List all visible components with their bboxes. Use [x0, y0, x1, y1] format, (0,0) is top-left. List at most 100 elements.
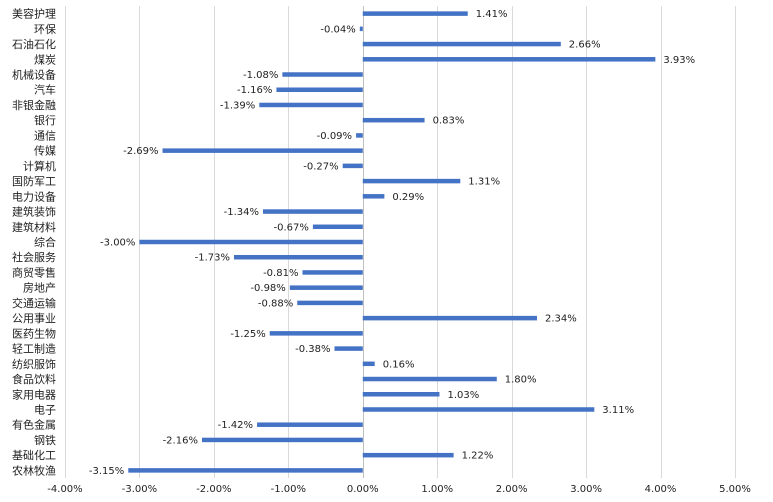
category-label: 公用事业	[12, 312, 56, 325]
category-label: 建筑材料	[12, 220, 56, 234]
bar	[362, 361, 375, 367]
value-label: -3.00%	[100, 238, 135, 249]
bar	[257, 422, 363, 427]
bar	[334, 346, 363, 351]
bar	[362, 392, 440, 397]
value-label: -1.42%	[218, 420, 253, 431]
x-tick-label: -3.00%	[122, 484, 157, 495]
value-label: 1.80%	[505, 375, 537, 386]
bar	[289, 285, 363, 290]
category-label: 纺织服饰	[12, 357, 56, 371]
category-label: 医药生物	[12, 326, 56, 340]
value-label: 3.93%	[663, 55, 695, 66]
bars	[128, 11, 656, 473]
value-label: -3.15%	[89, 466, 124, 477]
bar	[362, 407, 595, 412]
value-label: -0.04%	[320, 24, 355, 35]
category-label: 计算机	[23, 159, 56, 173]
value-label: 0.16%	[383, 359, 415, 370]
bar	[282, 72, 363, 77]
bar	[362, 117, 425, 123]
category-labels: 美容护理环保石油石化煤炭机械设备汽车非银金融银行通信传媒计算机国防军工电力设备建…	[12, 7, 56, 478]
value-label: 1.41%	[476, 9, 508, 20]
bar	[276, 87, 363, 92]
bar	[362, 194, 385, 199]
category-label: 环保	[34, 22, 56, 36]
category-label: 钢铁	[34, 434, 56, 447]
x-tick-label: 0.00%	[347, 484, 379, 495]
category-label: 房地产	[23, 281, 56, 295]
x-tick-label: -1.00%	[271, 484, 306, 495]
category-label: 国防军工	[12, 174, 56, 188]
bar	[201, 437, 363, 443]
value-labels: 1.41% -0.04% 2.66% 3.93% -1.08% -1.16% -1.39% 0…	[89, 9, 695, 477]
category-label: 交通运输	[12, 296, 56, 310]
bar	[162, 148, 363, 153]
bar	[362, 57, 656, 62]
value-label: 3.11%	[602, 405, 634, 416]
bar	[362, 11, 468, 16]
category-label: 银行	[34, 113, 56, 127]
bar	[359, 26, 363, 32]
bar	[342, 163, 363, 169]
bar	[362, 178, 461, 184]
value-label: -2.16%	[163, 435, 198, 446]
bar	[128, 468, 363, 473]
category-label: 机械设备	[12, 68, 56, 82]
bar	[362, 315, 537, 321]
category-label: 煤炭	[34, 53, 56, 66]
category-label: 家用电器	[12, 387, 56, 401]
x-tick-label: -2.00%	[196, 484, 231, 495]
bar	[139, 239, 363, 245]
category-label: 石油石化	[12, 37, 56, 51]
value-label: 1.31%	[468, 177, 500, 188]
value-label: -1.25%	[230, 329, 265, 340]
category-label: 综合	[34, 235, 56, 249]
bar	[263, 209, 363, 214]
value-label: -0.81%	[263, 268, 298, 279]
category-label: 有色金属	[12, 418, 56, 432]
bar	[362, 452, 454, 458]
value-label: -1.16%	[237, 85, 272, 96]
bar	[269, 331, 363, 336]
value-label: -0.67%	[274, 222, 309, 233]
value-label: -0.38%	[295, 344, 330, 355]
gridlines	[65, 6, 736, 478]
x-tick-label: 3.00%	[570, 484, 602, 495]
x-tick-label: 4.00%	[645, 484, 677, 495]
bar	[297, 300, 363, 306]
value-label: 2.34%	[545, 314, 577, 325]
x-tick-label: -4.00%	[47, 484, 82, 495]
value-label: -0.09%	[317, 131, 352, 142]
category-label: 农林牧渔	[12, 463, 56, 477]
category-label: 传媒	[34, 145, 56, 158]
category-label: 电力设备	[12, 189, 56, 203]
category-label: 食品饮料	[12, 372, 56, 386]
category-label: 汽车	[34, 83, 56, 97]
category-label: 非银金融	[12, 98, 56, 112]
value-label: 0.29%	[392, 192, 424, 203]
bar	[362, 41, 561, 47]
category-label: 电子	[34, 403, 56, 416]
value-label: -1.39%	[220, 100, 255, 111]
bar	[356, 133, 363, 138]
x-tick-label: 1.00%	[421, 484, 453, 495]
value-label: -1.08%	[243, 70, 278, 81]
value-label: 1.03%	[447, 390, 479, 401]
value-label: 2.66%	[569, 40, 601, 51]
category-label: 美容护理	[12, 7, 56, 21]
bar	[233, 254, 363, 260]
value-label: -1.73%	[195, 253, 230, 264]
value-label: -0.98%	[250, 283, 285, 294]
category-label: 建筑装饰	[12, 205, 56, 219]
category-label: 轻工制造	[12, 342, 56, 356]
category-label: 社会服务	[12, 250, 56, 264]
bar	[362, 376, 497, 382]
value-label: 1.22%	[462, 451, 494, 462]
category-label: 通信	[34, 129, 56, 142]
value-label: -1.34%	[224, 207, 259, 218]
value-label: 0.83%	[433, 116, 465, 127]
bar	[259, 102, 363, 108]
